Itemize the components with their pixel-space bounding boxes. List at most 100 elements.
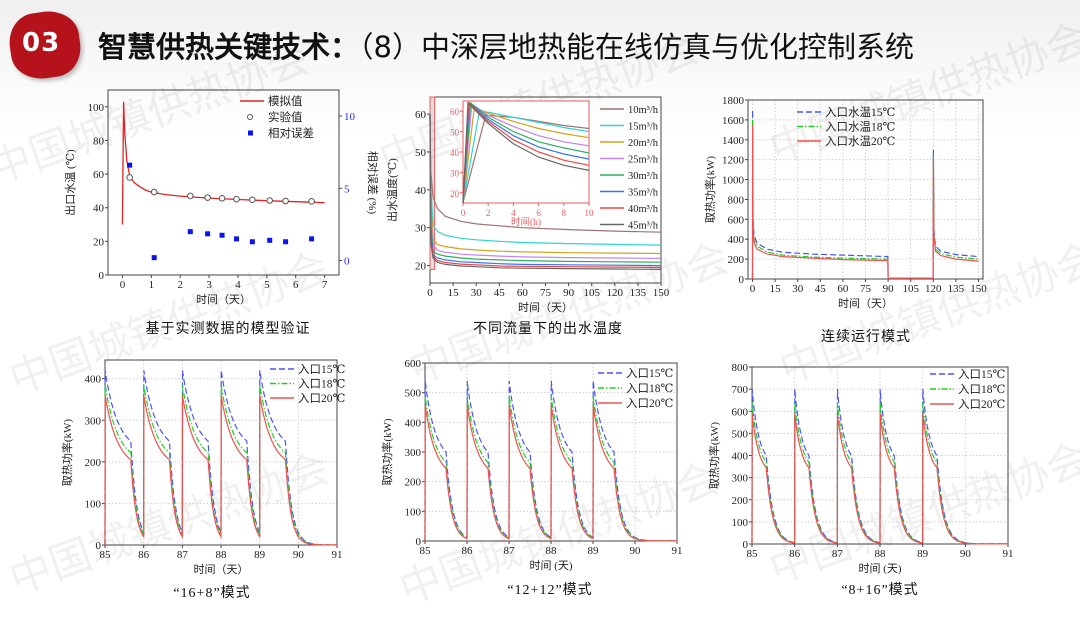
x-tick-label: 75 — [540, 287, 552, 299]
y-tick-label: 0 — [96, 540, 102, 552]
chart-caption: 基于实测数据的模型验证 — [146, 320, 311, 337]
legend-marker-square — [248, 130, 253, 136]
x-tick-label: 86 — [138, 549, 150, 561]
y-tick-label: 500 — [732, 428, 749, 440]
y-tick-label: 400 — [732, 451, 749, 463]
x-tick-label: 90 — [630, 545, 642, 557]
x-tick-label: 0 — [750, 283, 756, 295]
series-line — [429, 113, 662, 233]
legend-item: 入口18℃ — [930, 383, 1005, 396]
y-tick-label: 30 — [415, 223, 427, 235]
legend-label: 35m³/h — [628, 188, 659, 199]
x-tick-label: 91 — [332, 549, 343, 561]
error-point — [127, 162, 133, 168]
y2-tick-label: 10 — [344, 111, 356, 123]
y-tick-label: 20 — [93, 236, 105, 248]
y-axis-label: 取热功率(kW) — [703, 156, 717, 224]
legend-item: 15m³/h — [600, 122, 659, 133]
chart-caption: “12+12”模式 — [507, 582, 592, 598]
experimental-point — [249, 196, 256, 204]
legend-label: 40m³/h — [628, 204, 659, 215]
legend-label: 25m³/h — [628, 155, 659, 166]
y-tick-label: 0 — [99, 270, 105, 282]
x-tick-label: 90 — [293, 549, 305, 561]
y-tick-label: 800 — [728, 194, 745, 206]
series-line — [424, 404, 677, 542]
chart-caption: 不同流量下的出水温度 — [473, 321, 623, 337]
experimental-point — [126, 174, 133, 181]
legend-label: 入口水温20℃ — [825, 134, 895, 148]
series-line — [751, 389, 1008, 545]
legend-item: 45m³/h — [600, 221, 659, 232]
chart-4: 85 86 87 88 89 90 91 0 100 200 300 400 时间（天） 取热功率(kW)… — [60, 359, 345, 601]
x-tick-label: 10 — [585, 208, 595, 218]
y-tick-label: 60 — [450, 107, 460, 117]
y-tick-label: 300 — [85, 415, 102, 427]
experimental-point — [150, 188, 158, 196]
legend-item: 入口水温20℃ — [797, 134, 895, 148]
legend-item: 40m³/h — [600, 204, 659, 215]
series-line — [429, 113, 662, 270]
experimental-point — [282, 197, 289, 205]
experimental-point — [233, 195, 240, 203]
plot-frame — [107, 89, 340, 276]
x-tick-label: 85 — [100, 549, 112, 561]
series-line — [104, 384, 337, 546]
x-tick-label: 6 — [293, 279, 299, 291]
x-tick-label: 135 — [948, 283, 965, 295]
x-tick-label: 150 — [970, 283, 987, 295]
legend-label: 入口20℃ — [958, 398, 1005, 411]
legend-item: 入口20℃ — [598, 397, 673, 410]
chart-2: 0 15 30 45 60 75 90 105 120 135 1502030405060时间（天）… — [385, 96, 670, 337]
y-tick-label: 0 — [743, 539, 749, 551]
y-tick-label: 100 — [405, 506, 422, 518]
x-tick-label: 87 — [504, 545, 516, 557]
x-tick-label: 135 — [630, 287, 647, 299]
y-tick-label: 1800 — [722, 95, 745, 107]
error-point — [219, 232, 225, 238]
y-tick-label: 60 — [415, 109, 427, 121]
y-tick-label: 40 — [93, 203, 105, 215]
legend-label: 入口15℃ — [958, 368, 1005, 381]
x-tick-label: 30 — [471, 287, 483, 299]
y-tick-label: 200 — [728, 254, 745, 266]
error-point — [151, 255, 157, 261]
legend-item: 入口20℃ — [930, 398, 1005, 411]
y-axis-label: 出水温度(℃) — [385, 158, 399, 222]
x-axis-label: 时间（天） — [838, 297, 893, 310]
legend-label: 30m³/h — [628, 171, 659, 182]
x-tick-label: 15 — [770, 283, 782, 295]
error-point — [233, 236, 239, 242]
y-tick-label: 60 — [93, 169, 105, 181]
y2-tick-label: 5 — [344, 183, 350, 195]
page-title-rest: （8）中深层地热能在线仿真与优化控制系统 — [359, 30, 914, 64]
y-tick-label: 0 — [416, 536, 422, 548]
legend-label: 15m³/h — [628, 122, 659, 133]
x-tick-label: 91 — [672, 545, 683, 557]
y-tick-label: 400 — [405, 417, 422, 429]
experimental-point — [266, 197, 274, 204]
y-tick-label: 200 — [405, 477, 422, 489]
x-tick-label: 85 — [420, 545, 432, 557]
x-tick-label: 87 — [177, 549, 189, 561]
x-tick-label: 2 — [177, 279, 183, 291]
series-line — [429, 113, 662, 246]
legend-label: 入口水温18℃ — [825, 120, 895, 134]
x-axis-label: 时间（天） — [194, 563, 249, 576]
y-tick-label: 100 — [85, 498, 102, 510]
x-tick-label: 89 — [588, 545, 600, 557]
legend-item: 入口15℃ — [930, 368, 1005, 381]
y-tick-label: 1400 — [722, 135, 745, 147]
experimental-point — [186, 192, 194, 200]
x-axis-label: 时间 (天) — [858, 562, 901, 575]
y-axis-label: 取热功率(kW) — [380, 418, 394, 486]
x-tick-label: 3 — [206, 279, 212, 291]
x-axis-label: 时间 (天) — [529, 559, 572, 572]
x-tick-label: 88 — [875, 548, 887, 560]
experimental-point — [308, 198, 315, 205]
legend-marker-circle — [247, 114, 253, 120]
y-tick-label: 1000 — [722, 175, 745, 187]
x-tick-label: 86 — [462, 545, 474, 557]
